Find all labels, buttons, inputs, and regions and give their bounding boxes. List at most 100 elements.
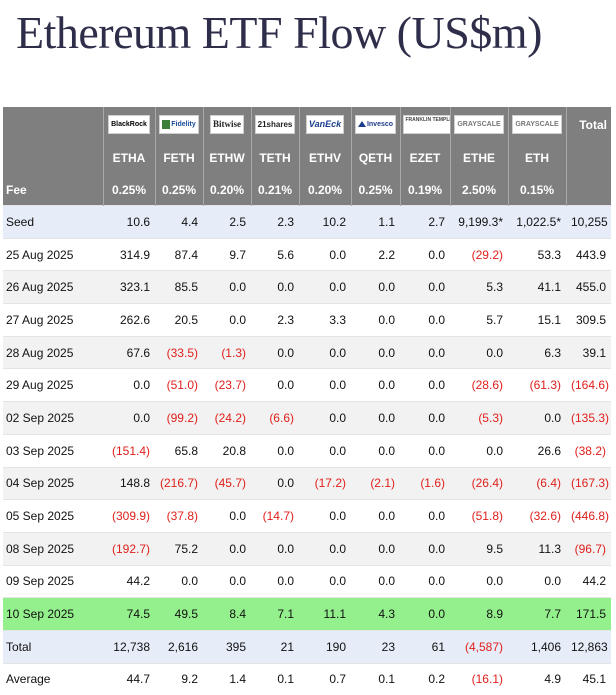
flow-cell: 0.7 xyxy=(299,662,351,695)
flow-cell: 0.0 xyxy=(351,270,400,304)
table-row: 04 Sep 2025 148.8 (216.7) (45.7) 0.0 (17.2) (2… xyxy=(3,466,611,500)
ticker-feth: FETH xyxy=(155,142,204,174)
ticker-total-blank xyxy=(566,142,611,174)
flow-cell: 7.1 xyxy=(251,597,299,631)
flow-cell: (5.3) xyxy=(450,401,508,435)
flow-cell: 0.0 xyxy=(508,401,566,435)
row-total-cell: 309.5 xyxy=(566,303,611,337)
flow-cell: 0.0 xyxy=(351,401,400,435)
flow-cell: 0.0 xyxy=(400,401,450,435)
flow-cell: 0.0 xyxy=(299,270,351,304)
flow-cell: 0.0 xyxy=(351,303,400,337)
flow-cell: 0.0 xyxy=(203,499,251,533)
flow-cell: 7.7 xyxy=(508,597,566,631)
grayscale-logo: GRAYSCALE xyxy=(512,115,562,134)
table-row: 09 Sep 2025 44.2 0.0 0.0 0.0 0.0 0.0 0.0 0.0 0.0 4… xyxy=(3,564,611,598)
fee-value: 0.21% xyxy=(251,174,300,206)
flow-cell: 0.0 xyxy=(251,335,299,369)
flow-cell: 0.0 xyxy=(400,597,450,631)
logo-text: 21shares xyxy=(257,120,293,129)
flow-cell: 0.0 xyxy=(155,564,203,598)
logo-text: FRANKLIN TEMPLETON xyxy=(405,117,450,123)
flow-cell: 0.0 xyxy=(351,499,400,533)
flow-cell: 0.0 xyxy=(299,564,351,598)
flow-cell: 8.4 xyxy=(203,597,251,631)
flow-cell: 67.6 xyxy=(103,335,155,369)
table-row: 27 Aug 2025 262.6 20.5 0.0 2.3 3.3 0.0 0.0 5.7 15… xyxy=(3,303,611,337)
flow-cell: 395 xyxy=(203,629,251,664)
flow-cell: 12,738 xyxy=(103,629,155,664)
logo-text: GRAYSCALE xyxy=(457,121,501,128)
flow-cell: 0.0 xyxy=(450,433,508,467)
table-row: 26 Aug 2025 323.1 85.5 0.0 0.0 0.0 0.0 0.0 5.3 41… xyxy=(3,270,611,304)
flow-cell: 10.6 xyxy=(103,205,155,239)
flow-cell: 26.6 xyxy=(508,433,566,467)
row-total-cell: 455.0 xyxy=(566,270,611,304)
row-label: 10 Sep 2025 xyxy=(3,597,103,631)
flow-cell: (61.3) xyxy=(508,368,566,402)
table-row: Total 12,738 2,616 395 21 190 23 61 (4,587) 1,406… xyxy=(3,629,611,664)
row-label: 02 Sep 2025 xyxy=(3,401,103,435)
fee-value: 0.25% xyxy=(155,174,204,206)
row-label: Average xyxy=(3,662,103,695)
flow-cell: 0.0 xyxy=(203,531,251,566)
flow-cell: 2.3 xyxy=(251,205,299,239)
flow-cell: 0.0 xyxy=(203,303,251,337)
flow-cell: 190 xyxy=(299,629,351,664)
table-row: Average 44.7 9.2 1.4 0.1 0.7 0.1 0.2 (16.1) 4.9 45… xyxy=(3,662,611,695)
ticker-ethe: ETHE xyxy=(450,142,509,174)
flow-cell: 75.2 xyxy=(155,531,203,566)
flow-cell: 44.2 xyxy=(103,564,155,598)
flow-cell: 20.8 xyxy=(203,433,251,467)
flow-cell: (33.5) xyxy=(155,335,203,369)
table-row: 28 Aug 2025 67.6 (33.5) (1.3) 0.0 0.0 0.0 0.0 0.… xyxy=(3,335,611,369)
row-total-cell: (38.2) xyxy=(566,433,611,467)
franklin-templeton-logo: FRANKLIN TEMPLETON xyxy=(402,115,450,134)
flow-cell: 1,406 xyxy=(508,629,566,664)
flow-cell: 0.0 xyxy=(251,270,299,304)
corner-cell xyxy=(3,107,104,142)
flow-cell: 6.3 xyxy=(508,335,566,369)
flow-cell: 0.0 xyxy=(400,270,450,304)
flow-cell: (51.0) xyxy=(155,368,203,402)
flow-cell: (6.6) xyxy=(251,401,299,435)
flow-cell: 0.0 xyxy=(299,499,351,533)
flow-cell: (51.8) xyxy=(450,499,508,533)
flow-cell: 0.0 xyxy=(299,368,351,402)
flow-cell: (4,587) xyxy=(450,629,508,664)
flow-cell: (216.7) xyxy=(155,466,203,500)
flow-cell: (45.7) xyxy=(203,466,251,500)
logo-text: Bitwise xyxy=(213,119,241,129)
row-total-cell: 443.9 xyxy=(566,237,611,271)
flow-cell: (1.6) xyxy=(400,466,450,500)
fee-value: 0.25% xyxy=(351,174,401,206)
flow-cell: 0.0 xyxy=(251,466,299,500)
flow-cell: 0.0 xyxy=(251,368,299,402)
flow-cell: 0.0 xyxy=(299,433,351,467)
table-row: 02 Sep 2025 0.0 (99.2) (24.2) (6.6) 0.0 0.0 0.0… xyxy=(3,401,611,435)
fee-value: 0.15% xyxy=(508,174,567,206)
flow-cell: 0.0 xyxy=(508,564,566,598)
flow-cell: 0.0 xyxy=(251,564,299,598)
row-label: 27 Aug 2025 xyxy=(3,303,103,337)
flow-cell: 262.6 xyxy=(103,303,155,337)
flow-cell: (29.2) xyxy=(450,237,508,271)
flow-cell: 5.6 xyxy=(251,237,299,271)
flow-cell: 11.3 xyxy=(508,531,566,566)
row-total-cell: (96.7) xyxy=(566,531,611,566)
flow-cell: 1.4 xyxy=(203,662,251,695)
invesco-logo: Invesco xyxy=(354,115,397,134)
row-total-cell: 12,863 xyxy=(566,629,611,664)
flow-cell: 2.5 xyxy=(203,205,251,239)
flow-cell: 9,199.3* xyxy=(450,205,508,239)
flow-cell: 0.0 xyxy=(351,531,400,566)
row-total-cell: 171.5 xyxy=(566,597,611,631)
flow-cell: (32.6) xyxy=(508,499,566,533)
flow-cell: 11.1 xyxy=(299,597,351,631)
vaneck-logo: VanEck xyxy=(305,115,345,134)
flow-cell: 0.0 xyxy=(400,335,450,369)
flow-cell: 0.1 xyxy=(251,662,299,695)
flow-cell: 0.0 xyxy=(400,499,450,533)
grayscale-logo: GRAYSCALE xyxy=(454,115,504,134)
page-title: Ethereum ETF Flow (US$m) xyxy=(16,7,542,58)
